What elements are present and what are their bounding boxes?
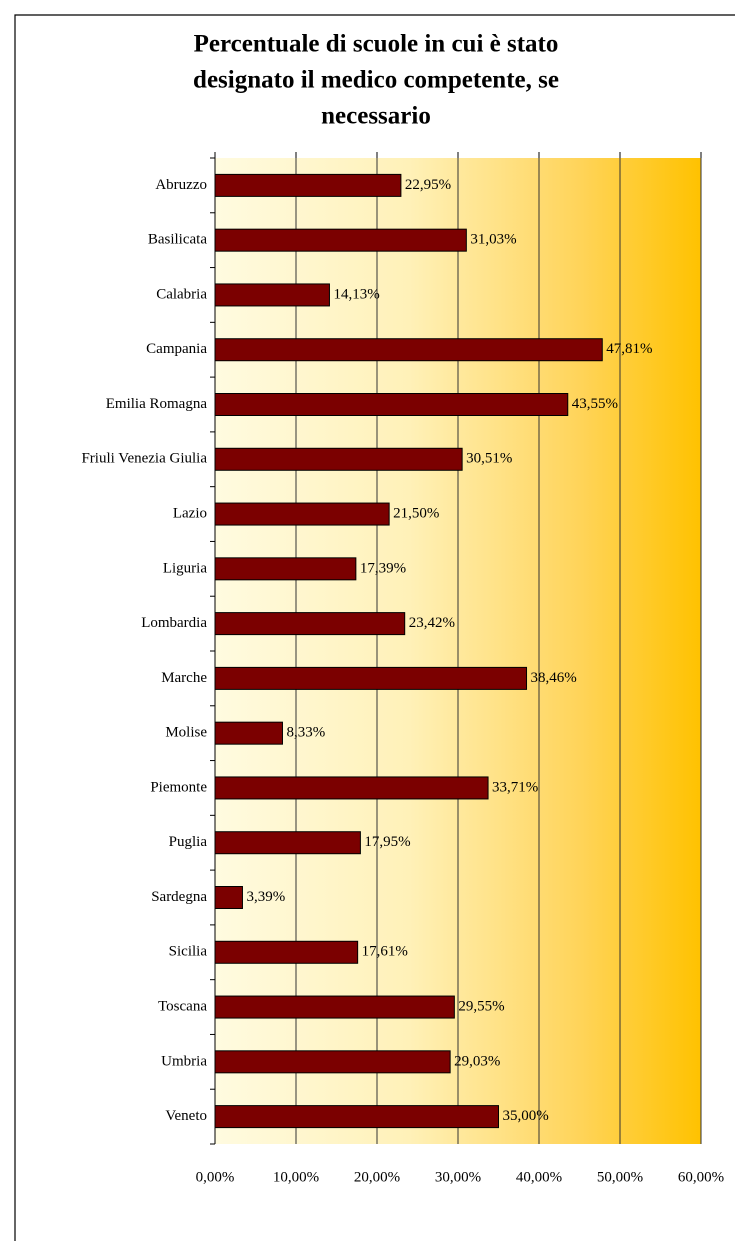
- data-label: 35,00%: [503, 1108, 549, 1124]
- bar: [214, 557, 357, 581]
- data-label: 14,13%: [333, 286, 379, 302]
- data-label: 17,61%: [362, 944, 408, 960]
- bar: [214, 886, 243, 909]
- data-label: 31,03%: [470, 232, 516, 248]
- bar: [214, 283, 330, 307]
- data-label: 29,03%: [454, 1053, 500, 1069]
- bar: [214, 1050, 451, 1074]
- x-tick-label: 10,00%: [273, 1169, 319, 1185]
- bar: [214, 612, 406, 636]
- bar: [214, 338, 603, 362]
- x-tick-label: 60,00%: [678, 1169, 724, 1185]
- x-tick-label: 40,00%: [516, 1169, 562, 1185]
- bar: [214, 1105, 499, 1129]
- y-tick-label: Sicilia: [169, 944, 208, 960]
- data-label: 33,71%: [492, 779, 538, 795]
- chart-title: Percentuale di scuole in cui è stato: [194, 31, 559, 58]
- bar: [214, 995, 455, 1019]
- chart-title: necessario: [321, 103, 431, 130]
- bar: [214, 776, 489, 800]
- data-label: 30,51%: [466, 451, 512, 467]
- data-label: 17,95%: [364, 834, 410, 850]
- y-tick-label: Emilia Romagna: [106, 396, 208, 412]
- data-label: 3,39%: [246, 889, 285, 905]
- y-tick-label: Friuli Venezia Giulia: [81, 451, 207, 467]
- y-tick-label: Veneto: [165, 1108, 207, 1124]
- data-label: 29,55%: [458, 998, 504, 1014]
- y-tick-label: Umbria: [161, 1053, 207, 1069]
- x-tick-label: 30,00%: [435, 1169, 481, 1185]
- y-tick-label: Toscana: [158, 998, 207, 1014]
- data-label: 38,46%: [531, 670, 577, 686]
- bar: [214, 447, 463, 471]
- y-tick-label: Calabria: [156, 286, 207, 302]
- chart-frame: [14, 14, 735, 1241]
- data-label: 47,81%: [606, 341, 652, 357]
- y-tick-label: Piemonte: [150, 779, 207, 795]
- x-tick-label: 0,00%: [196, 1169, 235, 1185]
- y-tick-label: Sardegna: [151, 889, 207, 905]
- y-tick-label: Lazio: [173, 505, 207, 521]
- y-tick-label: Puglia: [169, 834, 208, 850]
- bar: [214, 831, 361, 855]
- data-label: 17,39%: [360, 560, 406, 576]
- data-label: 43,55%: [572, 396, 618, 412]
- data-label: 23,42%: [409, 615, 455, 631]
- y-tick-label: Molise: [165, 725, 207, 741]
- data-label: 22,95%: [405, 177, 451, 193]
- data-label: 21,50%: [393, 505, 439, 521]
- bar: [214, 502, 390, 526]
- bar: [214, 393, 569, 416]
- chart-title: designato il medico competente, se: [193, 67, 559, 94]
- bar: [214, 940, 359, 964]
- x-tick-label: 50,00%: [597, 1169, 643, 1185]
- y-tick-label: Marche: [161, 670, 207, 686]
- bar: [214, 721, 283, 745]
- y-tick-label: Campania: [146, 341, 207, 357]
- y-tick-label: Abruzzo: [155, 177, 207, 193]
- bar: [214, 666, 528, 690]
- x-tick-label: 20,00%: [354, 1169, 400, 1185]
- y-tick-label: Liguria: [163, 560, 207, 576]
- y-tick-label: Basilicata: [148, 232, 207, 248]
- bar: [214, 228, 467, 252]
- data-label: 8,33%: [286, 725, 325, 741]
- y-tick-label: Lombardia: [141, 615, 207, 631]
- bar: [214, 173, 402, 197]
